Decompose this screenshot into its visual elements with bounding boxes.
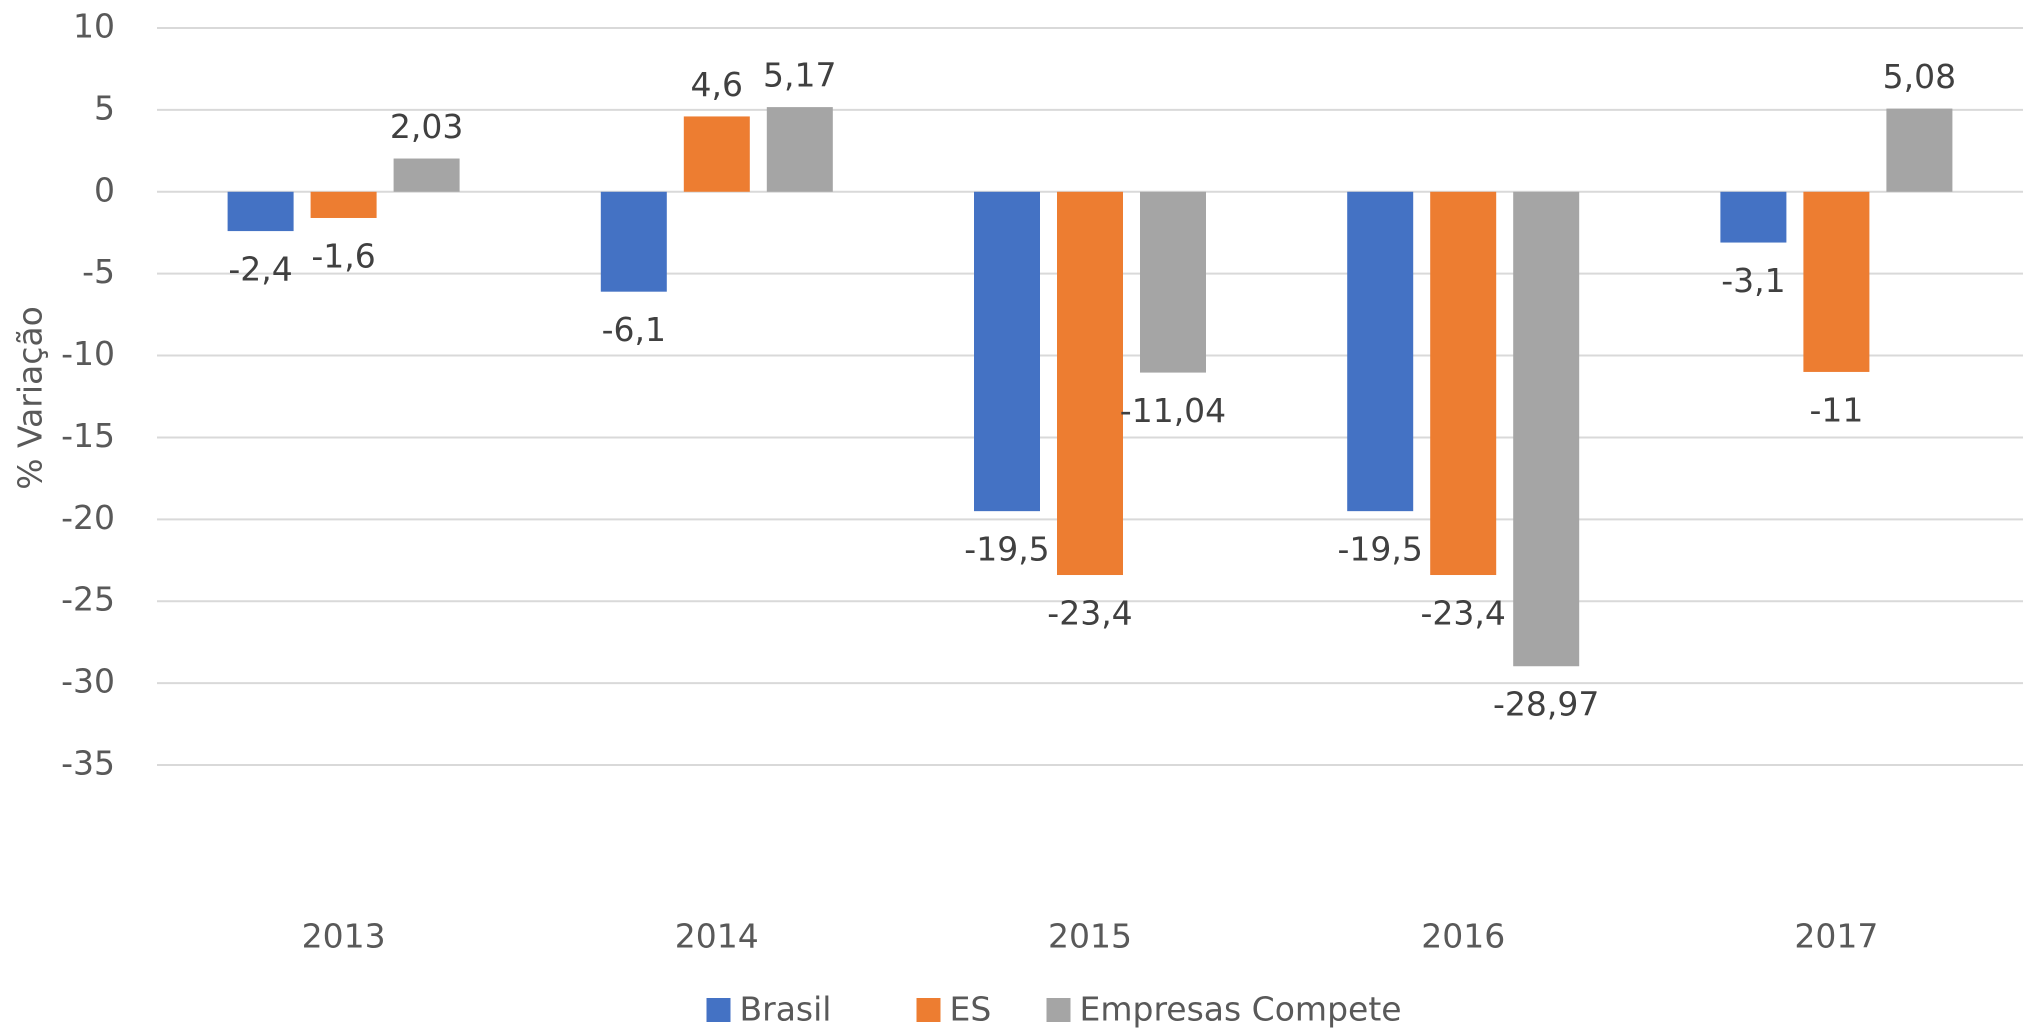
- data-label: 5,08: [1883, 57, 1956, 96]
- x-tick-label: 2014: [675, 917, 759, 956]
- data-label: -23,4: [1421, 594, 1506, 633]
- y-tick-label: 0: [94, 170, 115, 209]
- bar: [310, 191, 377, 218]
- data-label: -19,5: [1338, 530, 1423, 569]
- data-label: -6,1: [602, 310, 666, 349]
- legend-label: ES: [950, 990, 992, 1029]
- y-tick-label: -10: [61, 334, 115, 373]
- legend-swatch: [916, 998, 941, 1022]
- legend-label: Brasil: [740, 990, 832, 1029]
- data-label: -23,4: [1047, 594, 1132, 633]
- bar: [1803, 191, 1870, 372]
- bar: [1057, 191, 1123, 576]
- y-tick-label: -20: [61, 498, 115, 537]
- x-tick-label: 2017: [1794, 917, 1878, 956]
- bar: [974, 191, 1040, 512]
- data-label: -2,4: [228, 250, 292, 289]
- data-label: -19,5: [964, 530, 1049, 569]
- data-label: -11: [1809, 390, 1863, 429]
- x-tick-label: 2015: [1048, 917, 1132, 956]
- y-tick-label: -35: [61, 744, 115, 783]
- bar: [766, 107, 833, 192]
- data-label: -28,97: [1493, 685, 1599, 724]
- x-tick-label: 2016: [1421, 917, 1505, 956]
- bar: [683, 116, 750, 192]
- data-label: 4,6: [691, 65, 743, 104]
- legend-swatch: [1046, 998, 1071, 1022]
- data-label: 2,03: [390, 107, 463, 146]
- legend-label: Empresas Compete: [1080, 990, 1402, 1029]
- y-tick-label: 5: [94, 88, 115, 127]
- bar: [1347, 191, 1414, 512]
- data-label: -1,6: [311, 236, 375, 275]
- data-label: -11,04: [1120, 391, 1226, 430]
- bar: [600, 191, 667, 292]
- bar: [1140, 191, 1206, 373]
- y-tick-label: -15: [61, 416, 115, 455]
- bar: [393, 158, 460, 192]
- y-tick-label: -5: [82, 252, 115, 291]
- data-label: -3,1: [1721, 261, 1785, 300]
- data-label: 5,17: [763, 56, 836, 95]
- legend-swatch: [706, 998, 731, 1022]
- y-tick-label: 10: [73, 7, 115, 46]
- bar: [1513, 191, 1580, 667]
- y-tick-label: -30: [61, 662, 115, 701]
- y-axis-label: % Variação: [11, 306, 50, 490]
- bar: [1430, 191, 1497, 576]
- bar: [1720, 191, 1787, 243]
- x-tick-label: 2013: [302, 917, 386, 956]
- bar: [227, 191, 294, 232]
- bar: [1886, 108, 1953, 192]
- y-tick-label: -25: [61, 580, 115, 619]
